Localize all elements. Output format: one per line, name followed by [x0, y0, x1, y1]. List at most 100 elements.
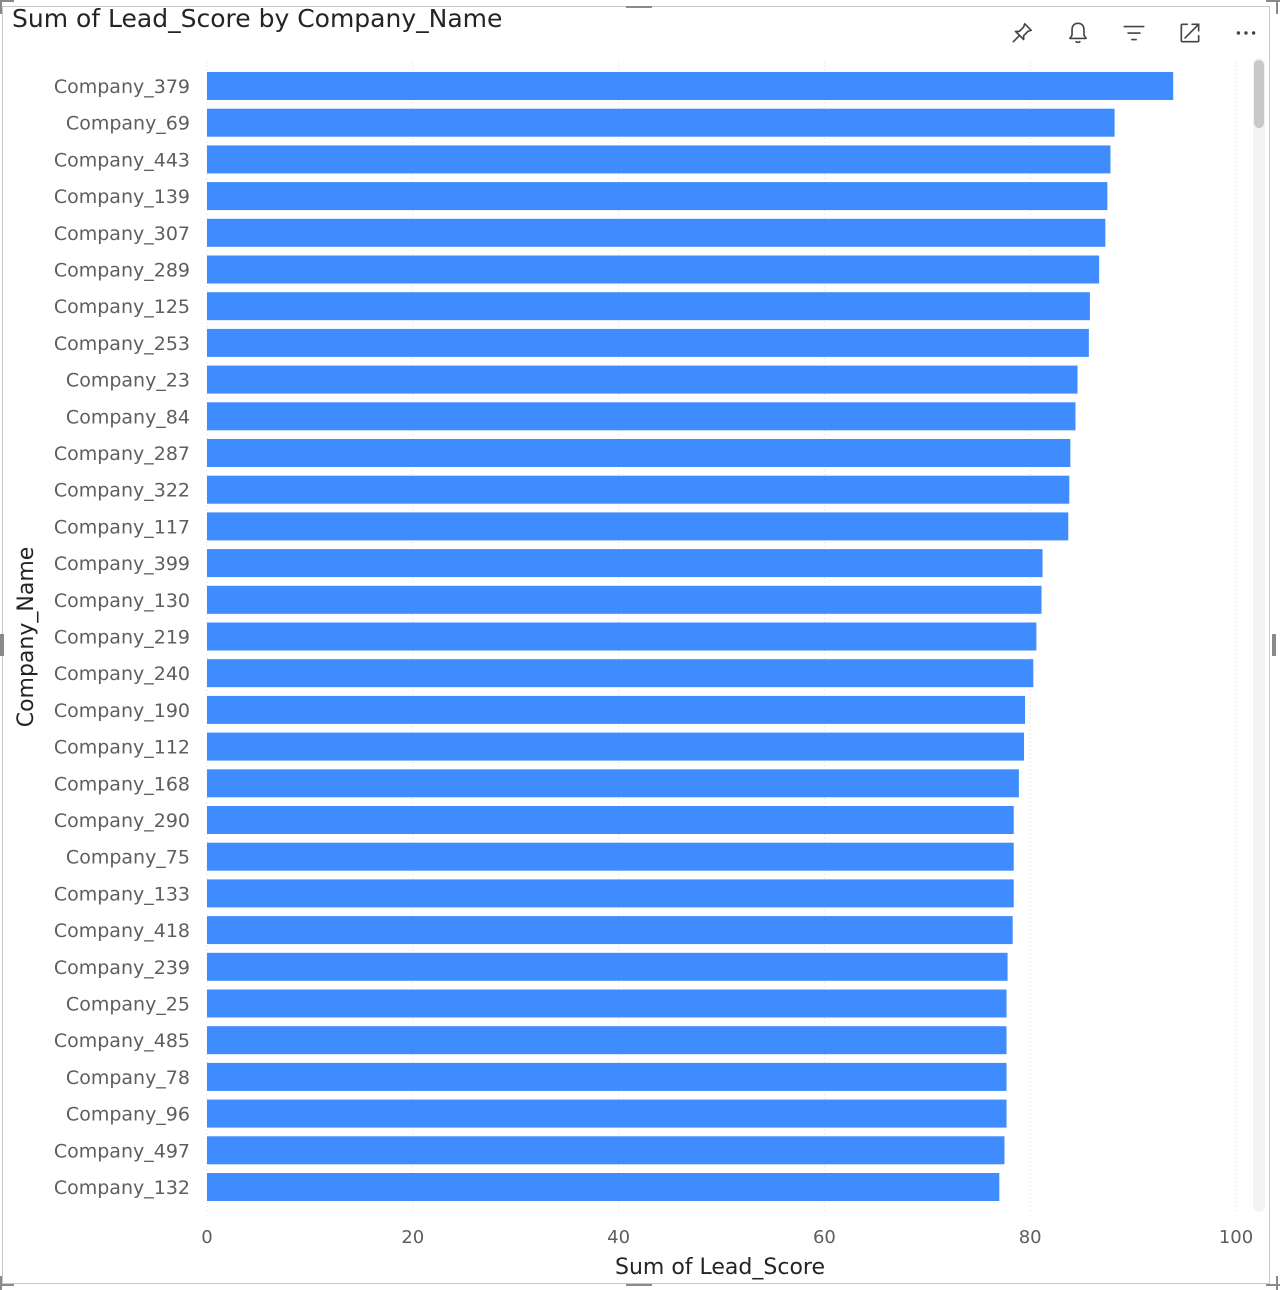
resize-handle-right[interactable] [1272, 634, 1276, 656]
focus-mode-icon [1180, 23, 1200, 43]
category-label: Company_240 [54, 663, 190, 685]
bar[interactable] [207, 365, 1078, 394]
bar[interactable] [207, 182, 1108, 211]
bar[interactable] [207, 842, 1014, 871]
vertical-scrollbar[interactable] [1253, 58, 1265, 1212]
bar[interactable] [207, 879, 1014, 908]
chart-title: Sum of Lead_Score by Company_Name [12, 4, 503, 33]
category-label: Company_289 [54, 260, 190, 282]
x-tick-label: 20 [401, 1227, 424, 1248]
bar[interactable] [207, 255, 1100, 284]
pin-icon [1012, 22, 1033, 43]
bar[interactable] [207, 1099, 1007, 1128]
x-tick-label: 80 [1019, 1227, 1042, 1248]
bar[interactable] [207, 659, 1034, 688]
resize-handle-bottom[interactable] [626, 1284, 652, 1286]
resize-handle-top-right-v[interactable] [1276, 0, 1278, 14]
visual-toolbar [1005, 16, 1263, 50]
x-tick-label: 100 [1219, 1227, 1253, 1248]
x-tick-label: 60 [813, 1227, 836, 1248]
bar[interactable] [207, 475, 1070, 504]
category-label: Company_485 [54, 1030, 190, 1052]
filter-icon [1123, 25, 1145, 41]
resize-handle-top[interactable] [626, 6, 652, 8]
bar[interactable] [207, 72, 1174, 100]
category-label: Company_133 [54, 883, 190, 905]
category-label: Company_69 [66, 113, 190, 135]
category-label: Company_84 [66, 406, 190, 428]
category-label: Company_25 [66, 994, 190, 1016]
bar[interactable] [207, 989, 1007, 1018]
x-axis-title: Sum of Lead_Score [615, 1255, 825, 1280]
resize-handle-top-left[interactable] [0, 0, 14, 2]
scrollbar-thumb[interactable] [1254, 60, 1264, 128]
resize-handle-bottom-left[interactable] [0, 1284, 14, 1286]
category-label: Company_399 [54, 553, 190, 575]
resize-handle-bottom-right[interactable] [1266, 1284, 1280, 1286]
x-axis-ticks: 0 20 40 60 80 100 [201, 1227, 1253, 1248]
bar[interactable] [207, 439, 1071, 467]
category-label: Company_130 [54, 590, 190, 612]
alert-button[interactable] [1061, 16, 1095, 50]
focus-mode-button[interactable] [1173, 16, 1207, 50]
category-label: Company_190 [54, 700, 190, 722]
bar[interactable] [207, 769, 1019, 798]
bar[interactable] [207, 585, 1042, 614]
bar[interactable] [207, 218, 1106, 247]
bar[interactable] [207, 512, 1069, 541]
category-label: Company_78 [66, 1067, 190, 1089]
bar[interactable] [207, 695, 1026, 724]
category-label: Company_287 [54, 443, 190, 465]
resize-handle-bottom-left-v[interactable] [0, 1276, 2, 1290]
bar[interactable] [207, 292, 1090, 321]
pin-button[interactable] [1005, 16, 1039, 50]
category-label: Company_96 [66, 1104, 190, 1126]
more-options-button[interactable] [1229, 16, 1263, 50]
category-label: Company_117 [54, 516, 190, 538]
bar[interactable] [207, 622, 1037, 651]
category-label: Company_139 [54, 186, 190, 208]
category-label: Company_379 [54, 76, 190, 98]
x-tick-label: 0 [201, 1227, 212, 1248]
y-axis-title: Company_Name [14, 547, 39, 728]
category-label: Company_253 [54, 333, 190, 355]
category-label: Company_322 [54, 480, 190, 502]
bar[interactable] [207, 402, 1076, 431]
bar[interactable] [207, 916, 1013, 945]
category-label: Company_443 [54, 149, 190, 171]
bell-icon [1069, 22, 1087, 44]
bar[interactable] [207, 806, 1014, 834]
bar[interactable] [207, 1062, 1007, 1091]
category-label: Company_290 [54, 810, 190, 832]
resize-handle-top-right[interactable] [1266, 0, 1280, 2]
bar[interactable] [207, 1173, 1000, 1201]
category-label: Company_239 [54, 957, 190, 979]
category-label: Company_219 [54, 627, 190, 649]
bar[interactable] [207, 1136, 1005, 1165]
category-labels: Company_379 Company_69 Company_443 Company_… [54, 76, 190, 1199]
bar[interactable] [207, 549, 1043, 578]
category-label: Company_497 [54, 1140, 190, 1162]
resize-handle-top-left-v[interactable] [0, 0, 2, 14]
category-label: Company_132 [54, 1177, 190, 1199]
bar[interactable] [207, 328, 1089, 357]
resize-handle-left[interactable] [0, 634, 4, 656]
category-label: Company_75 [66, 847, 190, 869]
category-label: Company_125 [54, 296, 190, 318]
bar[interactable] [207, 952, 1008, 981]
more-options-icon [1236, 31, 1256, 35]
bars [207, 72, 1174, 1201]
category-label: Company_168 [54, 773, 190, 795]
category-label: Company_418 [54, 920, 190, 942]
category-label: Company_112 [54, 737, 190, 759]
resize-handle-bottom-right-v[interactable] [1276, 1276, 1278, 1290]
filter-button[interactable] [1117, 16, 1151, 50]
bar[interactable] [207, 108, 1115, 137]
bar[interactable] [207, 1026, 1007, 1055]
category-label: Company_23 [66, 370, 190, 392]
bar[interactable] [207, 732, 1025, 761]
bar[interactable] [207, 145, 1111, 174]
category-label: Company_307 [54, 223, 190, 245]
x-tick-label: 40 [607, 1227, 630, 1248]
